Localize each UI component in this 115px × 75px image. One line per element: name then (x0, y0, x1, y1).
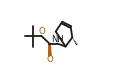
Text: O: O (38, 27, 45, 36)
Text: O: O (46, 55, 52, 64)
Text: NH: NH (51, 35, 63, 44)
